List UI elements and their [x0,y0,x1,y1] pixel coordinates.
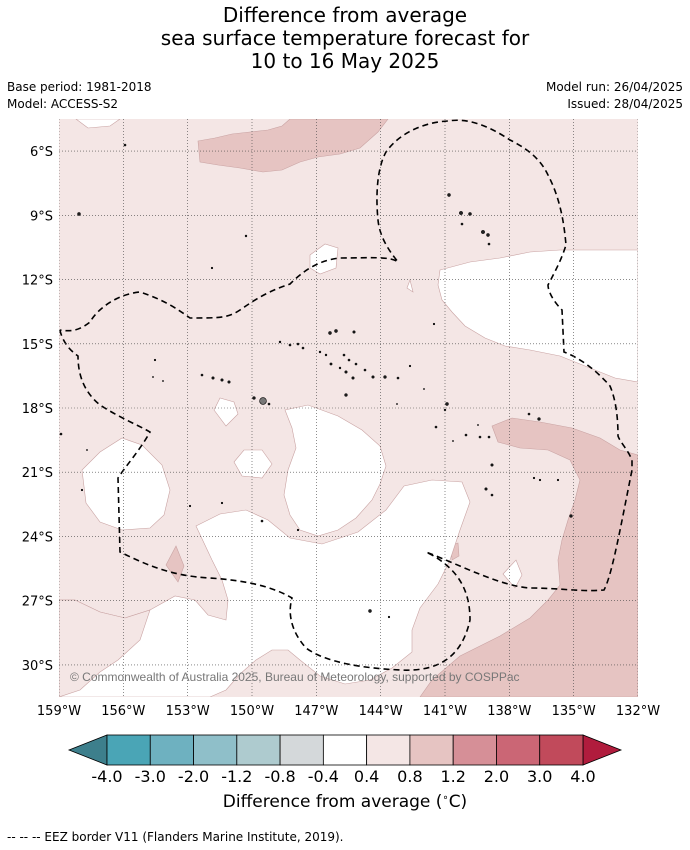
colorbar-tick-label: -0.8 [264,767,295,786]
colorbar-tick-label: 3.0 [527,767,552,786]
lon-tick-label: 141°W [423,704,467,719]
colorbar-over-arrow [582,734,623,766]
sst-anomaly-field [59,119,638,697]
map-title: Difference from average sea surface temp… [0,4,690,73]
anomaly-patch-north [197,119,389,173]
lat-tick-label: 9°S [30,209,53,224]
colorbar-segment [193,734,238,766]
title-line-3: 10 to 16 May 2025 [250,49,440,73]
neutral-region-small-5 [406,278,414,293]
base-period: Base period: 1981-2018 [7,80,152,94]
eez-footnote: -- -- -- EEZ border V11 (Flanders Marine… [7,830,344,844]
colorbar-tick-label: -2.0 [178,767,209,786]
colorbar-label: Difference from average (∘C) [222,792,468,812]
colorbar-segment [279,734,324,766]
colorbar-segment [236,734,281,766]
neutral-region-east [437,249,638,383]
colorbar-tick-label: 0.4 [354,767,379,786]
model-run: Model run: 26/04/2025 [545,80,683,94]
lon-tick-label: 132°W [616,704,660,719]
colorbar-segment [452,734,497,766]
latitude-labels: 6°S 9°S 12°S 15°S 18°S 21°S 24°S 27°S 30°S [22,145,53,674]
colorbar-segment [539,734,584,766]
neutral-region-small-4 [502,559,523,589]
colorbar-segment [106,734,151,766]
meta-left: Base period: 1981-2018 Model: ACCESS-S2 [7,79,152,113]
colorbar-tick-label: -0.4 [308,767,339,786]
colorbar-tick-label: -3.0 [135,767,166,786]
model-name: Model: ACCESS-S2 [7,97,119,111]
graticule [59,119,638,697]
neutral-region-south-central [59,479,471,697]
neutral-region-sw-edge [59,599,151,697]
anomaly-patch-east [419,417,638,697]
colorbar-tick-label: -4.0 [91,767,122,786]
colorbar-label-unit: C) [448,792,468,812]
lat-tick-label: 21°S [22,466,53,481]
colorbar-segment [322,734,368,766]
meta-right: Model run: 26/04/2025 Issued: 28/04/2025 [546,79,683,113]
lon-tick-label: 144°W [359,704,403,719]
lat-tick-label: 24°S [22,530,53,545]
neutral-region-small-3 [309,243,339,275]
neutral-region-nw-corner [75,119,121,129]
lon-tick-label: 135°W [552,704,596,719]
lat-tick-label: 6°S [30,145,53,160]
lon-tick-label: 159°W [37,704,81,719]
lon-tick-label: 153°W [166,704,210,719]
lon-tick-label: 138°W [487,704,531,719]
colorbar-tick-label: 0.8 [397,767,422,786]
colorbar-segment [409,734,454,766]
colorbar-segment [496,734,541,766]
neutral-region-west [81,437,171,531]
lon-tick-label: 156°W [101,704,145,719]
lat-tick-label: 12°S [22,274,53,289]
colorbar-tick-label: 1.2 [440,767,465,786]
lon-tick-label: 147°W [294,704,338,719]
title-line-2: sea surface temperature forecast for [160,26,530,50]
colorbar-tick-label: 4.0 [570,767,595,786]
lat-tick-label: 15°S [22,338,53,353]
lat-tick-label: 18°S [22,402,53,417]
longitude-labels: 159°W 156°W 153°W 150°W 147°W 144°W 141°W 138°W… [37,704,660,719]
lat-tick-label: 27°S [22,595,53,610]
issued-date: Issued: 28/04/2025 [567,97,683,111]
title-line-1: Difference from average [222,3,468,27]
copyright-notice: © Commonwealth of Australia 2025, Bureau… [70,670,520,684]
lat-tick-label: 30°S [22,659,53,674]
colorbar-segment [149,734,194,766]
anomaly-patch-small-1 [165,545,185,583]
colorbar-under-arrow [67,734,108,766]
colorbar-segment [366,734,411,766]
colorbar-tick-label: 2.0 [484,767,509,786]
neutral-region-small-1 [233,449,273,479]
colorbar-label-text: Difference from average ( [222,792,443,812]
colorbar: -4.0 -3.0 -2.0 -1.2 -0.8 -0.4 0.4 0.8 1.2 2.0 3.0 4… [67,734,623,786]
lon-tick-label: 150°W [230,704,274,719]
islands [59,143,573,619]
colorbar-tick-label: -1.2 [221,767,252,786]
neutral-region-central [283,404,387,537]
